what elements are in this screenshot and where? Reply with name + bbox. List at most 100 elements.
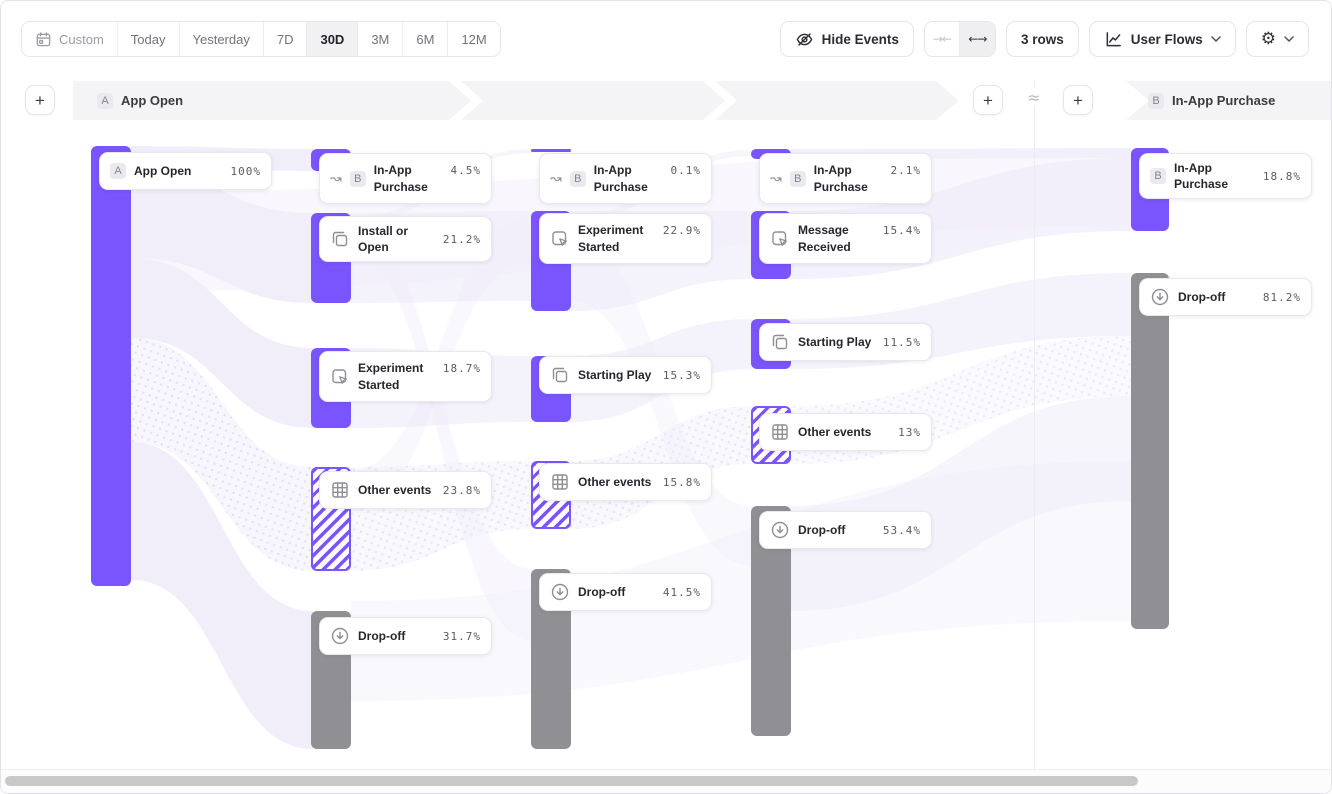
overlapping-squares-icon — [770, 332, 790, 352]
flow-node-value: 2.1% — [890, 164, 921, 177]
flow-node-card[interactable]: Drop-off 31.7% — [319, 617, 492, 655]
flow-node-card[interactable]: Drop-off 81.2% — [1139, 278, 1312, 316]
flow-node-bar[interactable] — [91, 146, 131, 586]
flow-node-label: Experiment Started — [358, 361, 424, 392]
flow-ribbon — [791, 396, 1131, 611]
drop-off-icon — [330, 626, 350, 646]
flow-ribbon — [131, 168, 313, 303]
end-column-divider — [1034, 81, 1035, 771]
flow-node-bar[interactable] — [1131, 273, 1169, 629]
flow-node-card[interactable]: B In-App Purchase 18.8% — [1139, 153, 1312, 200]
flow-node-card[interactable]: Other events 15.8% — [539, 463, 712, 501]
chevron-down-icon — [1211, 36, 1221, 42]
flow-node-value: 21.2% — [442, 232, 481, 246]
flows-chart-icon — [1104, 30, 1123, 49]
rows-button[interactable]: 3 rows — [1005, 21, 1079, 57]
settings-button[interactable]: ⚙ — [1245, 21, 1309, 57]
flow-node-card[interactable]: Starting Play 15.3% — [539, 356, 712, 394]
flow-node-card[interactable]: Experiment Started 18.7% — [319, 351, 492, 402]
date-range-12m[interactable]: 12M — [448, 22, 500, 56]
flow-node-bar[interactable] — [531, 149, 571, 152]
flow-node-label: Other events — [578, 474, 652, 489]
flow-node-label: In-App Purchase — [373, 163, 428, 194]
grid-icon — [330, 480, 350, 500]
flow-node-card[interactable]: Drop-off 53.4% — [759, 511, 932, 549]
view-selector-button[interactable]: User Flows — [1088, 21, 1236, 57]
date-range-label: 12M — [461, 31, 487, 47]
drop-off-icon — [770, 520, 790, 540]
flow-node-label: Drop-off — [798, 522, 846, 537]
expand-columns-button[interactable]: ←→ — [959, 22, 995, 56]
date-range-today[interactable]: Today — [117, 22, 180, 56]
flow-node-value: 11.5% — [882, 335, 921, 349]
date-range-label: 6M — [416, 31, 435, 47]
collapse-columns-button[interactable]: →← — [924, 22, 960, 56]
event-badge-b: B — [789, 170, 806, 187]
add-step-before-end-button[interactable]: + — [973, 85, 1003, 115]
event-badge-b: B — [1150, 168, 1166, 185]
flow-node-label: Other events — [798, 424, 872, 439]
date-range-6m[interactable]: 6M — [403, 22, 449, 56]
event-badge-a: A — [97, 92, 113, 109]
flow-node-label: In-App Purchase — [593, 163, 648, 194]
date-range-7d[interactable]: 7D — [263, 22, 308, 56]
flow-node-card[interactable]: ↝ B In-App Purchase 2.1% — [759, 153, 932, 204]
end-event-label-group: B In-App Purchase — [1148, 81, 1275, 120]
jump-arrow-icon: ↝ — [550, 170, 562, 187]
flow-ribbon — [131, 442, 313, 749]
start-event-label: App Open — [121, 93, 184, 108]
flow-node-card[interactable]: ↝ B In-App Purchase 4.5% — [319, 153, 492, 204]
hide-events-label: Hide Events — [821, 31, 899, 47]
hide-events-button[interactable]: Hide Events — [779, 21, 914, 57]
event-badge-b: B — [349, 170, 366, 187]
flow-node-card[interactable]: Other events 23.8% — [319, 471, 492, 509]
flow-node-card[interactable]: ↝ B In-App Purchase 0.1% — [539, 153, 712, 204]
add-step-end-button[interactable]: + — [1063, 85, 1093, 115]
flow-node-value: 4.5% — [450, 164, 481, 177]
overlapping-squares-icon — [330, 229, 350, 249]
calendar-icon — [35, 31, 52, 48]
flow-header-row: + A App Open + ≈ + B In-App Purchase — [1, 77, 1331, 123]
date-range-label: Yesterday — [192, 31, 250, 47]
date-range-custom[interactable]: Custom — [22, 22, 118, 56]
flow-node-value: 23.8% — [442, 483, 481, 497]
drop-off-icon — [550, 582, 570, 602]
date-range-label: Today — [130, 31, 166, 47]
start-event-label-group: A App Open — [97, 81, 183, 120]
top-toolbar: Custom Today Yesterday 7D 30D 3M 6M 12M Hide Ev… — [1, 1, 1331, 77]
horizontal-scrollbar — [1, 769, 1331, 793]
flow-node-label: Experiment Started — [578, 223, 644, 254]
date-range-label: Custom — [59, 31, 104, 47]
date-range-3m[interactable]: 3M — [358, 22, 404, 56]
flow-node-card[interactable]: A App Open 100% — [99, 152, 272, 190]
cursor-box-icon — [770, 229, 790, 249]
flow-ribbon — [131, 338, 313, 571]
flow-node-card[interactable]: Experiment Started 22.9% — [539, 213, 712, 264]
flow-node-value: 81.2% — [1262, 290, 1301, 304]
flow-node-card[interactable]: Install or Open 21.2% — [319, 216, 492, 263]
flow-node-value: 0.1% — [670, 164, 701, 177]
grid-icon — [770, 422, 790, 442]
add-step-start-button[interactable]: + — [25, 85, 55, 115]
event-badge-b: B — [1148, 92, 1164, 109]
flow-node-label: Drop-off — [358, 628, 406, 643]
date-range-label: 3M — [371, 31, 390, 47]
date-range-yesterday[interactable]: Yesterday — [179, 22, 264, 56]
flow-node-value: 53.4% — [882, 523, 921, 537]
flow-node-card[interactable]: Starting Play 11.5% — [759, 323, 932, 361]
flow-node-card[interactable]: Other events 13% — [759, 413, 932, 451]
horizontal-scrollbar-thumb[interactable] — [5, 776, 1138, 786]
flow-node-value: 13% — [898, 425, 921, 439]
event-badge-b: B — [569, 170, 586, 187]
grid-icon — [550, 472, 570, 492]
flow-node-card[interactable]: Message Received 15.4% — [759, 213, 932, 264]
flow-node-card[interactable]: Drop-off 41.5% — [539, 573, 712, 611]
date-range-group: Custom Today Yesterday 7D 30D 3M 6M 12M — [21, 21, 501, 57]
sankey-canvas: A App Open 100% ↝ B In-App Purchase 4.5% Instal… — [1, 123, 1331, 771]
flow-node-value: 41.5% — [662, 585, 701, 599]
flow-node-label: App Open — [134, 163, 192, 178]
date-range-30d[interactable]: 30D — [307, 22, 359, 56]
chevron-down-icon — [1284, 36, 1294, 42]
eye-off-icon — [795, 30, 814, 49]
